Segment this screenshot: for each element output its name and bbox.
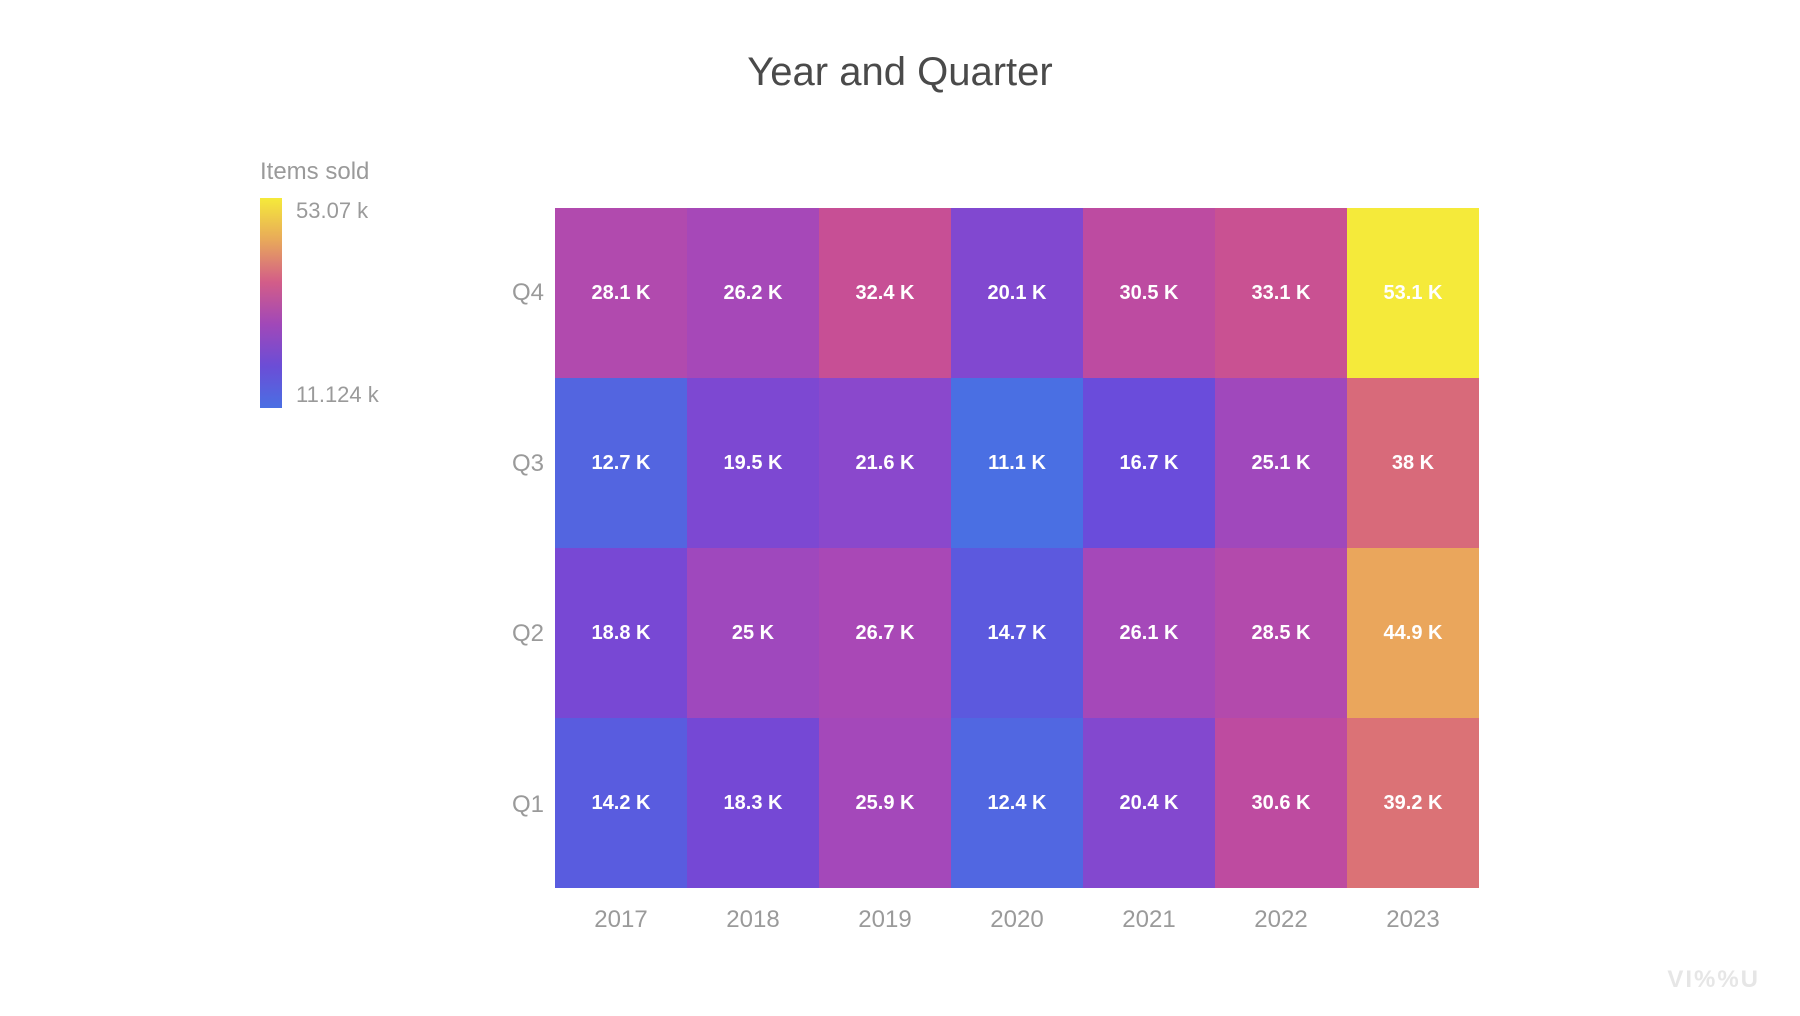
heatmap-cell: 44.9 K xyxy=(1347,548,1479,718)
heatmap-cell: 28.1 K xyxy=(555,208,687,378)
legend-max-label: 53.07 k xyxy=(296,198,379,224)
heatmap-cell: 14.2 K xyxy=(555,718,687,888)
x-axis: 2017201820192020202120222023 xyxy=(555,896,1479,934)
heatmap-cell: 26.7 K xyxy=(819,548,951,718)
heatmap-row: 18.8 K25 K26.7 K14.7 K26.1 K28.5 K44.9 K xyxy=(555,548,1479,718)
y-axis: Q4Q3Q2Q1 xyxy=(500,208,550,890)
x-axis-label: 2022 xyxy=(1215,896,1347,934)
legend-body: 53.07 k 11.124 k xyxy=(260,198,440,408)
chart-title: Year and Quarter xyxy=(0,50,1800,95)
heatmap-cell: 18.8 K xyxy=(555,548,687,718)
heatmap-cell: 28.5 K xyxy=(1215,548,1347,718)
x-axis-label: 2018 xyxy=(687,896,819,934)
legend-title: Items sold xyxy=(260,158,440,186)
heatmap-cell: 26.2 K xyxy=(687,208,819,378)
watermark-logo: VI%%U xyxy=(1667,966,1760,994)
heatmap-cell: 25 K xyxy=(687,548,819,718)
heatmap-cell: 39.2 K xyxy=(1347,718,1479,888)
heatmap-cell: 19.5 K xyxy=(687,378,819,548)
heatmap-cell: 30.6 K xyxy=(1215,718,1347,888)
legend-min-label: 11.124 k xyxy=(296,382,379,408)
x-axis-label: 2017 xyxy=(555,896,687,934)
heatmap-cell: 16.7 K xyxy=(1083,378,1215,548)
heatmap-grid: 28.1 K26.2 K32.4 K20.1 K30.5 K33.1 K53.1… xyxy=(555,208,1479,890)
x-axis-label: 2019 xyxy=(819,896,951,934)
heatmap-row: 12.7 K19.5 K21.6 K11.1 K16.7 K25.1 K38 K xyxy=(555,378,1479,548)
heatmap-cell: 21.6 K xyxy=(819,378,951,548)
legend-gradient-bar xyxy=(260,198,282,408)
y-axis-label: Q4 xyxy=(500,208,550,379)
y-axis-label: Q3 xyxy=(500,379,550,550)
heatmap-cell: 30.5 K xyxy=(1083,208,1215,378)
heatmap-cell: 18.3 K xyxy=(687,718,819,888)
heatmap-cell: 33.1 K xyxy=(1215,208,1347,378)
heatmap-cell: 14.7 K xyxy=(951,548,1083,718)
x-axis-label: 2021 xyxy=(1083,896,1215,934)
heatmap-cell: 11.1 K xyxy=(951,378,1083,548)
heatmap-cell: 20.4 K xyxy=(1083,718,1215,888)
heatmap-cell: 53.1 K xyxy=(1347,208,1479,378)
heatmap-row: 14.2 K18.3 K25.9 K12.4 K20.4 K30.6 K39.2… xyxy=(555,718,1479,888)
color-legend: Items sold 53.07 k 11.124 k xyxy=(260,158,440,408)
y-axis-label: Q1 xyxy=(500,720,550,891)
y-axis-label: Q2 xyxy=(500,549,550,720)
heatmap-cell: 26.1 K xyxy=(1083,548,1215,718)
x-axis-label: 2020 xyxy=(951,896,1083,934)
heatmap-cell: 38 K xyxy=(1347,378,1479,548)
heatmap-cell: 20.1 K xyxy=(951,208,1083,378)
heatmap-cell: 12.4 K xyxy=(951,718,1083,888)
heatmap-row: 28.1 K26.2 K32.4 K20.1 K30.5 K33.1 K53.1… xyxy=(555,208,1479,378)
heatmap-cell: 25.1 K xyxy=(1215,378,1347,548)
heatmap-cell: 32.4 K xyxy=(819,208,951,378)
heatmap-cell: 12.7 K xyxy=(555,378,687,548)
x-axis-label: 2023 xyxy=(1347,896,1479,934)
legend-labels: 53.07 k 11.124 k xyxy=(296,198,379,408)
chart-container: Year and Quarter Items sold 53.07 k 11.1… xyxy=(0,0,1800,1016)
heatmap-cell: 25.9 K xyxy=(819,718,951,888)
